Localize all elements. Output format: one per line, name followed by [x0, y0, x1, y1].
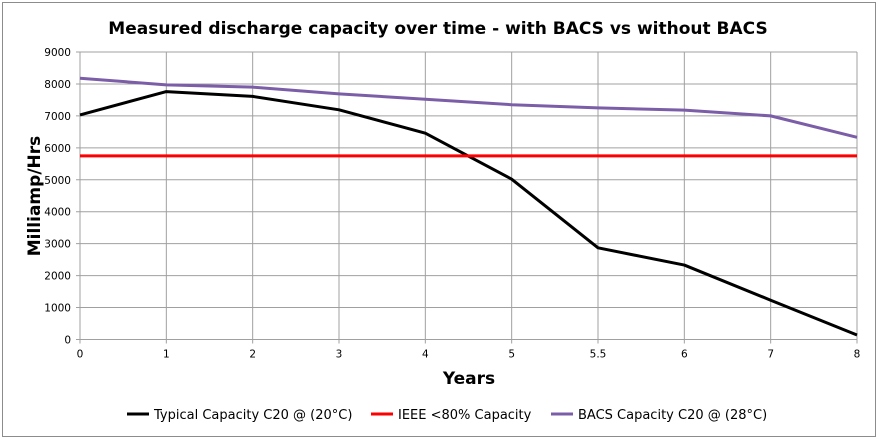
- x-tick-label: 6: [681, 349, 688, 361]
- x-tick-label: 4: [422, 349, 429, 361]
- x-tick-label: 7: [767, 349, 774, 361]
- legend-label: IEEE <80% Capacity: [398, 408, 532, 423]
- y-tick-label: 2000: [44, 271, 71, 283]
- y-tick-label: 6000: [44, 143, 71, 155]
- legend-label: Typical Capacity C20 @ (20°C): [153, 408, 352, 423]
- x-tick-label: 1: [163, 349, 170, 361]
- x-tick-label: 3: [336, 349, 343, 361]
- x-tick-label: 0: [77, 349, 84, 361]
- x-tick-label: 5: [508, 349, 515, 361]
- x-tick-label: 8: [854, 349, 861, 361]
- legend: Typical Capacity C20 @ (20°C) IEEE <80% C…: [127, 408, 767, 423]
- y-tick-label: 0: [64, 335, 71, 347]
- y-tick-label: 1000: [44, 303, 71, 315]
- series-line-2: [79, 76, 858, 139]
- x-tick-label: 5.5: [590, 349, 607, 361]
- y-tick-label: 4000: [44, 207, 71, 219]
- chart-title: Measured discharge capacity over time - …: [108, 19, 767, 39]
- series-line-0: [79, 90, 858, 337]
- x-axis-label: Years: [442, 369, 495, 389]
- y-tick-label: 9000: [44, 47, 71, 59]
- y-tick-label: 5000: [44, 175, 71, 187]
- x-tick-label: 2: [249, 349, 256, 361]
- y-tick-label: 7000: [44, 111, 71, 123]
- y-tick-label: 3000: [44, 239, 71, 251]
- legend-label: BACS Capacity C20 @ (28°C): [578, 408, 767, 423]
- y-axis-label: Milliamp/Hrs: [25, 136, 45, 257]
- y-tick-label: 8000: [44, 79, 71, 91]
- chart-frame: [2, 2, 876, 437]
